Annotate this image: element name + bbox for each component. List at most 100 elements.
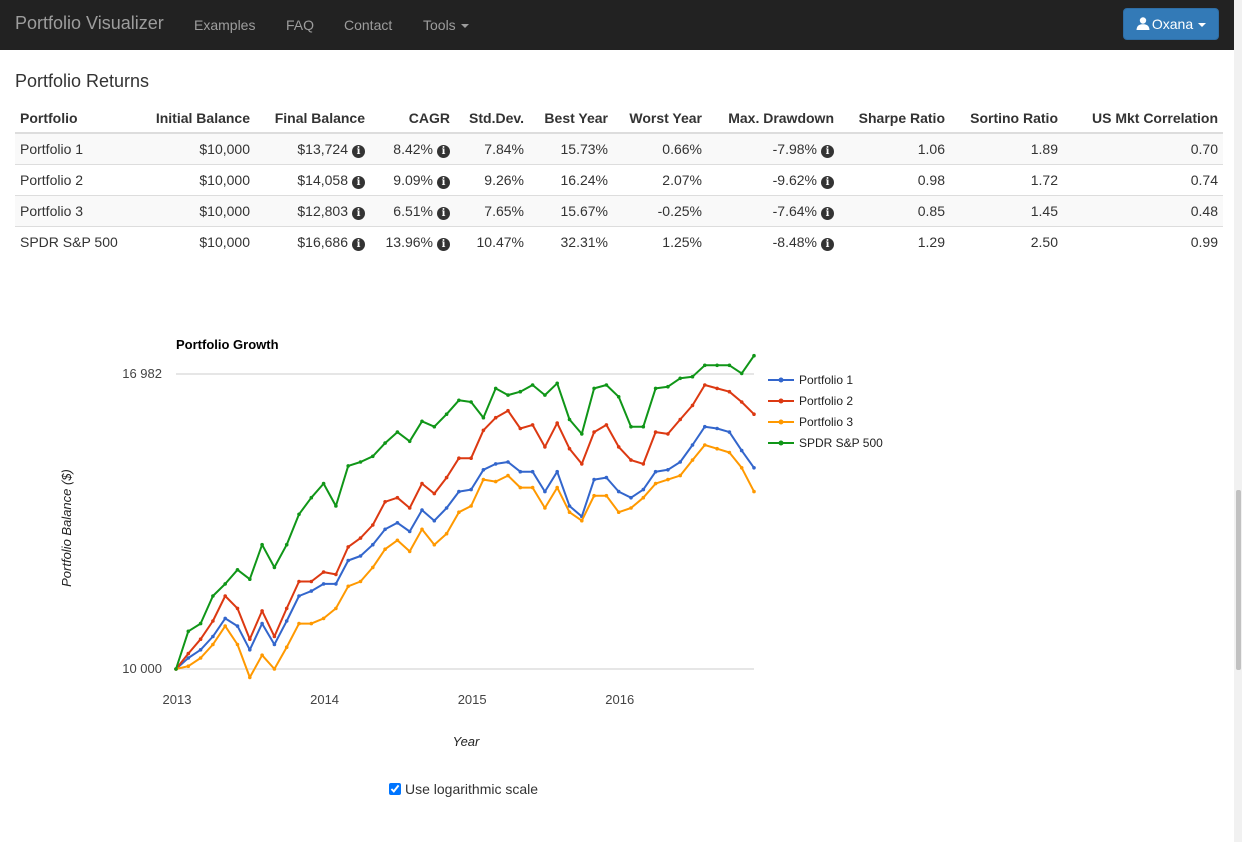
table-cell: 7.65% <box>455 195 529 227</box>
data-point <box>198 621 203 626</box>
nav-faq[interactable]: FAQ <box>286 17 315 33</box>
info-icon[interactable]: i <box>821 206 834 220</box>
data-point <box>432 424 437 429</box>
data-point <box>420 481 424 486</box>
data-point <box>530 383 535 387</box>
caret-down-icon <box>460 24 469 29</box>
info-icon[interactable]: i <box>437 206 450 220</box>
table-cell: 1.25% <box>613 226 707 257</box>
data-point <box>703 443 707 447</box>
info-icon[interactable]: i <box>437 175 450 189</box>
data-point <box>641 424 646 429</box>
data-point <box>715 386 719 391</box>
column-header: Portfolio <box>15 104 137 134</box>
data-point <box>457 456 461 461</box>
table-cell: $12,803 i <box>255 195 370 227</box>
data-point <box>715 446 719 451</box>
info-icon[interactable]: i <box>352 144 365 158</box>
data-point <box>506 393 510 397</box>
info-icon[interactable]: i <box>821 237 834 251</box>
nav-examples[interactable]: Examples <box>194 17 256 33</box>
data-point <box>198 637 203 641</box>
cell-value: 7.84% <box>484 141 524 157</box>
data-point <box>555 485 559 490</box>
table-cell: $13,724 i <box>255 132 370 165</box>
data-point <box>284 542 289 547</box>
data-point <box>321 570 326 574</box>
data-point <box>506 460 510 464</box>
data-point <box>198 648 203 652</box>
data-point <box>567 446 572 451</box>
scrollbar-track[interactable] <box>1234 0 1242 842</box>
data-point <box>739 448 744 453</box>
nav-tools-dropdown[interactable]: Tools <box>423 17 469 33</box>
info-icon[interactable]: i <box>352 175 365 189</box>
data-point <box>223 624 227 628</box>
data-point <box>444 531 449 536</box>
cell-value: -7.64% <box>772 202 817 219</box>
info-icon[interactable]: i <box>821 175 834 189</box>
table-cell: $10,000 <box>137 226 255 257</box>
data-point <box>518 389 523 394</box>
data-point <box>186 656 191 660</box>
cell-value: Portfolio 3 <box>20 203 84 219</box>
table-cell: 9.26% <box>455 164 529 196</box>
info-icon[interactable]: i <box>352 206 365 220</box>
data-point <box>235 624 240 628</box>
data-point <box>432 491 437 496</box>
cell-value: $10,000 <box>199 203 250 219</box>
info-icon[interactable]: i <box>437 237 450 251</box>
column-header: Initial Balance <box>137 104 255 134</box>
data-point <box>629 458 633 462</box>
data-point <box>284 645 289 649</box>
x-tick-label: 2016 <box>605 692 634 707</box>
info-icon[interactable]: i <box>437 144 450 158</box>
data-point <box>383 527 387 532</box>
table-cell: 1.29 <box>839 226 950 257</box>
data-point <box>653 469 658 474</box>
data-point <box>407 506 412 510</box>
data-point <box>432 518 437 523</box>
data-point <box>493 462 498 466</box>
data-point <box>555 381 559 386</box>
table-cell: -0.25% <box>613 195 707 227</box>
data-point <box>543 393 547 397</box>
data-point <box>469 504 473 508</box>
y-axis-title: Portfolio Balance ($) <box>59 469 74 587</box>
table-cell: 0.98 <box>839 164 950 196</box>
data-point <box>530 485 535 490</box>
cell-value: 16.24% <box>560 172 608 188</box>
cell-value: -7.98% <box>772 140 817 157</box>
cell-value: 2.50 <box>1030 234 1058 250</box>
cell-value: 1.06 <box>917 141 945 157</box>
info-icon[interactable]: i <box>352 237 365 251</box>
data-point <box>592 386 596 391</box>
x-tick-label: 2013 <box>163 692 192 707</box>
data-point <box>739 400 744 404</box>
data-point <box>666 468 670 472</box>
data-point <box>518 469 523 474</box>
user-name: Oxana <box>1151 16 1194 32</box>
table-cell: 0.70 <box>1063 132 1223 165</box>
section-title: Portfolio Returns <box>15 71 150 91</box>
data-point <box>678 376 682 381</box>
data-point <box>604 423 609 427</box>
data-point <box>469 400 473 404</box>
info-icon[interactable]: i <box>821 144 834 158</box>
data-point <box>727 389 732 394</box>
table-row: Portfolio 2 $10,000 $14,058 i 9.09% i 9.26% 16.… <box>15 164 1223 196</box>
table-cell: 0.99 <box>1063 226 1223 257</box>
column-header: Max. Drawdown <box>707 104 839 134</box>
log-scale-checkbox[interactable] <box>389 783 401 795</box>
data-point <box>629 506 633 510</box>
cell-value: 0.99 <box>1190 234 1218 250</box>
data-point <box>616 510 621 514</box>
nav-contact[interactable]: Contact <box>344 17 393 33</box>
data-point <box>346 558 351 563</box>
table-cell: 10.47% <box>455 226 529 257</box>
user-menu-button[interactable]: Oxana <box>1123 8 1219 40</box>
brand-link[interactable]: Portfolio Visualizer <box>15 13 164 33</box>
log-scale-toggle[interactable]: Use logarithmic scale <box>389 781 538 797</box>
table-row: SPDR S&P 500 $10,000 $16,686 i 13.96% i 10.47%… <box>15 226 1223 257</box>
scrollbar-thumb[interactable] <box>1236 490 1241 670</box>
